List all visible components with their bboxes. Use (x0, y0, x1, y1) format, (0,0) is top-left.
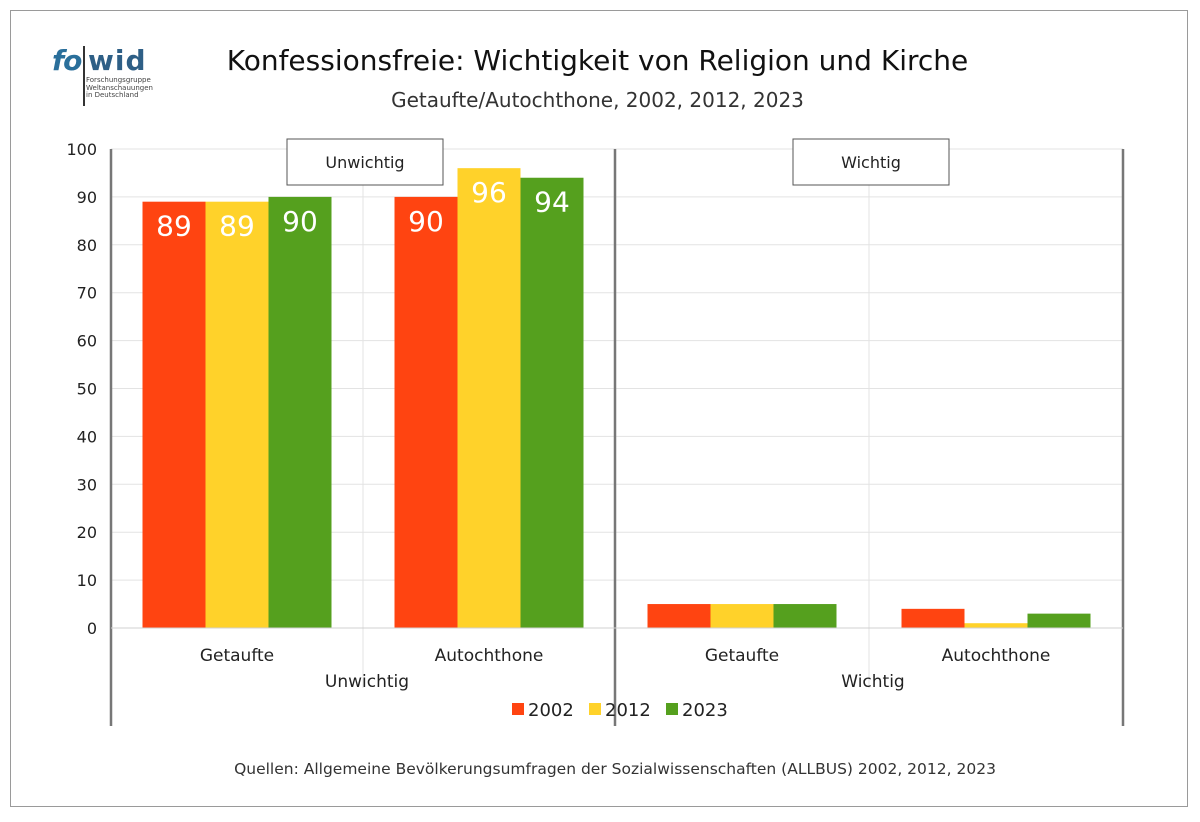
y-tick-label: 80 (77, 236, 97, 255)
y-tick-label: 10 (77, 571, 97, 590)
logo-tagline-line: Weltanschauungen (86, 83, 153, 92)
data-label: 94 (534, 186, 570, 219)
bar-2023 (773, 604, 837, 628)
x-category-label: Autochthone (435, 646, 544, 666)
panel-axis-label: Wichtig (841, 672, 904, 692)
x-category-label: Autochthone (942, 646, 1051, 666)
panel-header-label: Wichtig (841, 153, 901, 172)
y-tick-label: 20 (77, 523, 97, 542)
panel-header-label: Unwichtig (325, 153, 404, 172)
legend-swatch-2012 (589, 703, 601, 715)
y-tick-label: 0 (87, 619, 97, 638)
y-tick-label: 40 (77, 427, 97, 446)
logo-divider (83, 46, 85, 106)
logo-tagline: Forschungsgruppe Weltanschauungen in Deu… (86, 76, 166, 100)
bar-2012 (457, 168, 521, 628)
logo-tagline-line: Forschungsgruppe (86, 76, 151, 84)
bar-2002 (142, 201, 206, 628)
data-label: 90 (282, 205, 318, 238)
logo-tagline-line: in Deutschland (86, 91, 139, 99)
panel-header-box (286, 138, 444, 186)
legend-label: 2002 (528, 700, 574, 721)
logo-fo: fo (52, 44, 82, 77)
bar-2012 (205, 201, 269, 628)
panel-axis-label: Unwichtig (325, 672, 409, 692)
legend-label: 2023 (682, 700, 728, 721)
data-label: 96 (471, 176, 507, 209)
bar-2012 (710, 604, 774, 628)
logo-wid: wid (88, 44, 147, 77)
y-tick-label: 90 (77, 188, 97, 207)
bar-2002 (647, 604, 711, 628)
data-label: 90 (408, 205, 444, 238)
chart-subtitle: Getaufte/Autochthone, 2002, 2012, 2023 (391, 88, 804, 112)
data-label: 89 (219, 210, 255, 243)
legend-swatch-2002 (512, 703, 524, 715)
fowid-logo: fo wid Forschungsgruppe Weltanschauungen… (52, 44, 162, 106)
x-category-label: Getaufte (200, 646, 274, 666)
bar-2012 (964, 623, 1028, 628)
bar-2002 (394, 196, 458, 628)
y-tick-label: 70 (77, 284, 97, 303)
x-category-label: Getaufte (705, 646, 779, 666)
data-label: 89 (156, 210, 192, 243)
bar-2023 (268, 196, 332, 628)
source-note: Quellen: Allgemeine Bevölkerungsumfragen… (234, 760, 996, 778)
y-tick-label: 50 (77, 380, 97, 399)
y-tick-label: 60 (77, 332, 97, 351)
legend-label: 2012 (605, 700, 651, 721)
bar-2023 (1027, 613, 1091, 628)
chart-title: Konfessionsfreie: Wichtigkeit von Religi… (226, 44, 969, 77)
bar-2002 (901, 608, 965, 628)
y-tick-label: 30 (77, 475, 97, 494)
y-tick-label: 100 (66, 140, 97, 159)
bar-2023 (520, 177, 584, 629)
legend-swatch-2023 (666, 703, 678, 715)
panel-header-box (792, 138, 950, 186)
